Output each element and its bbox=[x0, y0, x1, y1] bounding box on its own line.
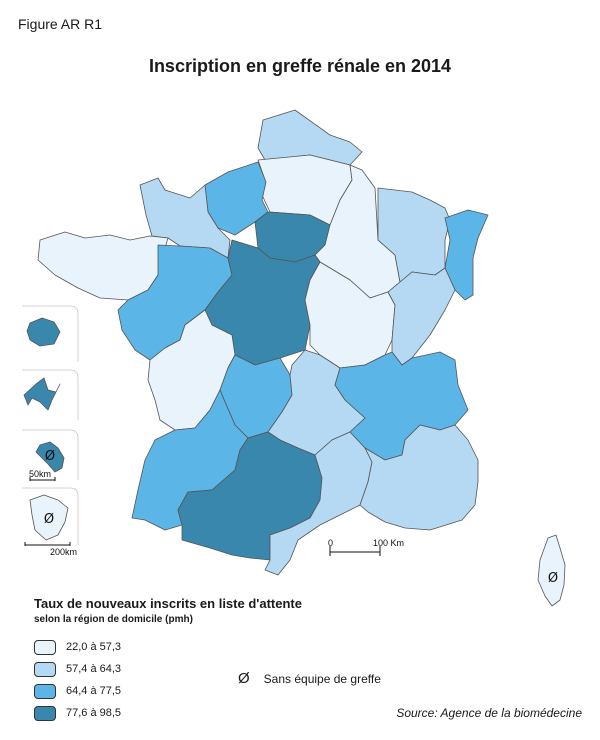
legend-swatch bbox=[34, 661, 56, 677]
no-graft-legend: Ø Sans équipe de greffe bbox=[238, 670, 381, 687]
legend-swatch bbox=[34, 639, 56, 655]
region-franche-comte[interactable] bbox=[387, 267, 456, 366]
inset-scale-large-label: 200km bbox=[50, 547, 77, 557]
no-graft-icon: Ø bbox=[45, 449, 55, 464]
legend-item-label: 22,0 à 57,3 bbox=[66, 641, 122, 653]
region-corse[interactable] bbox=[537, 534, 566, 607]
legend-swatch bbox=[34, 683, 56, 699]
legend-item-label: 64,4 à 77,5 bbox=[66, 685, 122, 697]
legend-subtitle: selon la région de domicile (pmh) bbox=[34, 614, 193, 625]
legend-title: Taux de nouveaux inscrits en liste d'att… bbox=[34, 596, 302, 611]
legend-item: 64,4 à 77,5 bbox=[34, 680, 121, 702]
inset-scale-small-label: 50km bbox=[29, 469, 51, 479]
region-la-reunion[interactable] bbox=[26, 317, 61, 347]
no-graft-icon: Ø bbox=[238, 670, 250, 687]
no-graft-markers: Ø Ø Ø bbox=[44, 449, 558, 586]
inset-scale-bars bbox=[24, 477, 71, 546]
legend-item: 77,6 à 98,5 bbox=[34, 702, 121, 724]
region-nord-pas-de-calais[interactable] bbox=[257, 109, 363, 166]
figure-label: Figure AR R1 bbox=[18, 16, 103, 32]
legend-item: 22,0 à 57,3 bbox=[34, 636, 121, 658]
legend-item-label: 57,4 à 64,3 bbox=[66, 663, 122, 675]
map-title: Inscription en greffe rénale en 2014 bbox=[148, 56, 452, 76]
scale-bar bbox=[329, 546, 381, 556]
region-paca[interactable] bbox=[359, 424, 479, 531]
region-guadeloupe[interactable] bbox=[23, 377, 61, 411]
source-note: Source: Agence de la biomédecine bbox=[396, 706, 582, 720]
scale-zero-label: 0 bbox=[328, 538, 333, 548]
region-centre[interactable] bbox=[204, 239, 321, 366]
scale-distance-label: 100 Km bbox=[373, 538, 404, 548]
no-graft-icon: Ø bbox=[548, 571, 558, 586]
legend-item-label: 77,6 à 98,5 bbox=[66, 707, 122, 719]
legend-swatch bbox=[34, 705, 56, 721]
legend: 22,0 à 57,3 57,4 à 64,3 64,4 à 77,5 77,6… bbox=[34, 636, 121, 724]
region-alsace[interactable] bbox=[444, 209, 489, 301]
region-guyane[interactable] bbox=[29, 494, 69, 541]
inset-frames bbox=[22, 305, 79, 545]
legend-item: 57,4 à 64,3 bbox=[34, 658, 121, 680]
region-midi-pyrenees[interactable] bbox=[177, 431, 323, 561]
no-graft-label: Sans équipe de greffe bbox=[263, 671, 381, 686]
region-martinique[interactable] bbox=[35, 441, 65, 473]
no-graft-icon: Ø bbox=[44, 512, 54, 527]
